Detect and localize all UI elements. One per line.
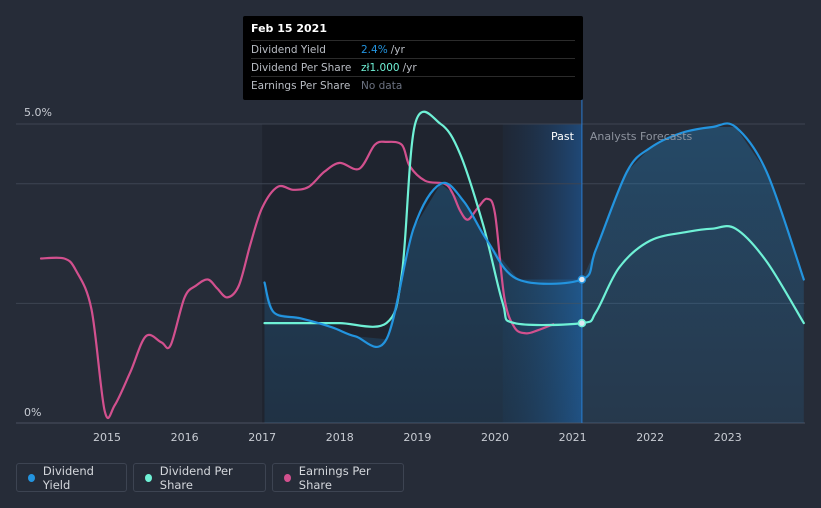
x-tick-label: 2015 [93,431,121,444]
x-tick-label: 2018 [326,431,354,444]
tooltip-value: 2.4% [361,43,388,56]
tooltip-row-dividend-yield: Dividend Yield 2.4% /yr [251,40,575,58]
x-tick-label: 2023 [714,431,742,444]
tooltip-label: Earnings Per Share [251,79,351,92]
x-tick-label: 2020 [481,431,509,444]
tooltip-row-earnings-per-share: Earnings Per Share No data [251,76,575,94]
tooltip-unit: /yr [402,61,417,74]
dividend-per-share-marker [577,318,587,328]
dividend-yield-marker [577,275,587,284]
tooltip-unit: /yr [390,43,405,56]
legend-dot-icon [145,473,152,482]
legend-dot-icon [28,473,35,482]
forecast-label: Analysts Forecasts [590,130,693,143]
earnings-per-share-line [39,140,555,419]
tooltip: Feb 15 2021 Dividend Yield 2.4% /yr Divi… [243,16,583,100]
legend-item-dividend-yield[interactable]: Dividend Yield [16,463,127,492]
legend-label: Dividend Yield [42,463,94,492]
legend-dot-icon [284,473,291,482]
tooltip-value: No data [361,79,403,92]
y-tick-label: 5.0% [24,106,52,119]
legend-item-dividend-per-share[interactable]: Dividend Per Share [133,463,266,492]
x-tick-label: 2022 [636,431,664,444]
legend-item-earnings-per-share[interactable]: Earnings Per Share [272,463,404,492]
tooltip-date: Feb 15 2021 [251,22,327,35]
x-tick-label: 2019 [403,431,431,444]
x-tick-label: 2021 [559,431,587,444]
x-tick-label: 2016 [171,431,199,444]
tooltip-label: Dividend Yield [251,43,326,56]
tooltip-row-dividend-per-share: Dividend Per Share zł1.000 /yr [251,58,575,76]
dividend-yield-line [263,122,805,348]
y-tick-label: 0% [24,406,41,419]
past-label: Past [551,130,575,143]
tooltip-label: Dividend Per Share [251,61,352,74]
legend-label: Earnings Per Share [298,463,371,492]
legend-label: Dividend Per Share [159,463,233,492]
tooltip-value: zł1.000 [361,61,400,74]
dividend-yield-area [264,127,804,423]
x-tick-label: 2017 [248,431,276,444]
